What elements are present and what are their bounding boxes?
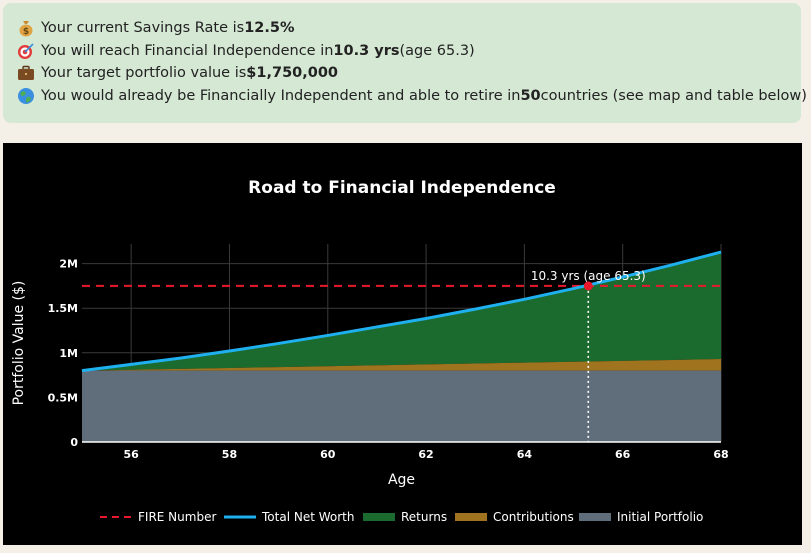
legend-label: Initial Portfolio	[617, 510, 703, 524]
summary-text: Your current Savings Rate is	[41, 20, 245, 37]
returns-area	[82, 252, 721, 371]
fi-point	[583, 281, 593, 291]
legend-label: FIRE Number	[138, 510, 216, 524]
legend: FIRE Number Total Net Worth Returns Contrib…	[100, 510, 703, 524]
x-tick-label: 68	[713, 448, 728, 461]
legend-label: Total Net Worth	[261, 510, 354, 524]
summary-value: 10.3 yrs	[333, 42, 400, 59]
fi-annotation: 10.3 yrs (age 65.3)	[531, 269, 646, 283]
svg-text:$: $	[23, 27, 29, 37]
money-bag-icon: $	[17, 19, 35, 37]
summary-panel: $ Your current Savings Rate is 12.5% You…	[3, 3, 807, 123]
summary-line: Your target portfolio value is $1,750,00…	[17, 62, 801, 85]
x-tick-label: 64	[517, 448, 533, 461]
legend-total-net-worth: Total Net Worth	[224, 510, 354, 524]
summary-value: 50	[520, 87, 541, 104]
summary-value: $1,750,000	[246, 65, 339, 82]
legend-swatch	[579, 513, 611, 521]
summary-value: 12.5%	[244, 20, 295, 37]
x-tick-label: 62	[418, 448, 433, 461]
chart-container: Road to Financial Independence 10.3 yrs (…	[3, 143, 802, 545]
globe-icon	[17, 87, 35, 105]
y-tick-label: 1M	[59, 347, 78, 360]
x-tick-label: 66	[615, 448, 631, 461]
summary-suffix: (age 65.3)	[399, 42, 475, 59]
summary-text: You would already be Financially Indepen…	[41, 87, 521, 104]
y-tick-label: 0	[70, 436, 78, 449]
x-tick-label: 58	[222, 448, 237, 461]
legend-returns: Returns	[363, 510, 447, 524]
y-tick-label: 0.5M	[48, 391, 78, 404]
legend-label: Returns	[401, 510, 447, 524]
total-net-worth-line	[81, 250, 722, 373]
chart-title: Road to Financial Independence	[248, 178, 556, 198]
legend-contributions: Contributions	[455, 510, 574, 524]
summary-text: You will reach Financial Independence in	[41, 42, 334, 59]
briefcase-icon	[17, 64, 35, 82]
y-tick-label: 2M	[59, 258, 78, 271]
legend-label: Contributions	[493, 510, 574, 524]
legend-swatch	[363, 513, 395, 521]
legend-swatch	[455, 513, 487, 521]
initial-portfolio-area	[82, 370, 721, 442]
contributions-area	[82, 359, 721, 371]
target-icon	[17, 42, 35, 60]
summary-line: You would already be Financially Indepen…	[17, 85, 807, 108]
y-axis-label: Portfolio Value ($)	[11, 281, 27, 406]
summary-text: Your target portfolio value is	[41, 65, 247, 82]
legend-initial-portfolio: Initial Portfolio	[579, 510, 703, 524]
legend-fire-number: FIRE Number	[100, 510, 216, 524]
summary-line: You will reach Financial Independence in…	[17, 40, 801, 63]
summary-line: $ Your current Savings Rate is 12.5%	[17, 17, 801, 40]
fi-chart: Road to Financial Independence 10.3 yrs (…	[11, 178, 729, 524]
x-tick-label: 60	[320, 448, 336, 461]
y-tick-label: 1.5M	[48, 302, 78, 315]
summary-suffix: countries (see map and table below)	[540, 87, 807, 104]
x-axis-label: Age	[388, 472, 415, 488]
x-tick-label: 56	[123, 448, 139, 461]
